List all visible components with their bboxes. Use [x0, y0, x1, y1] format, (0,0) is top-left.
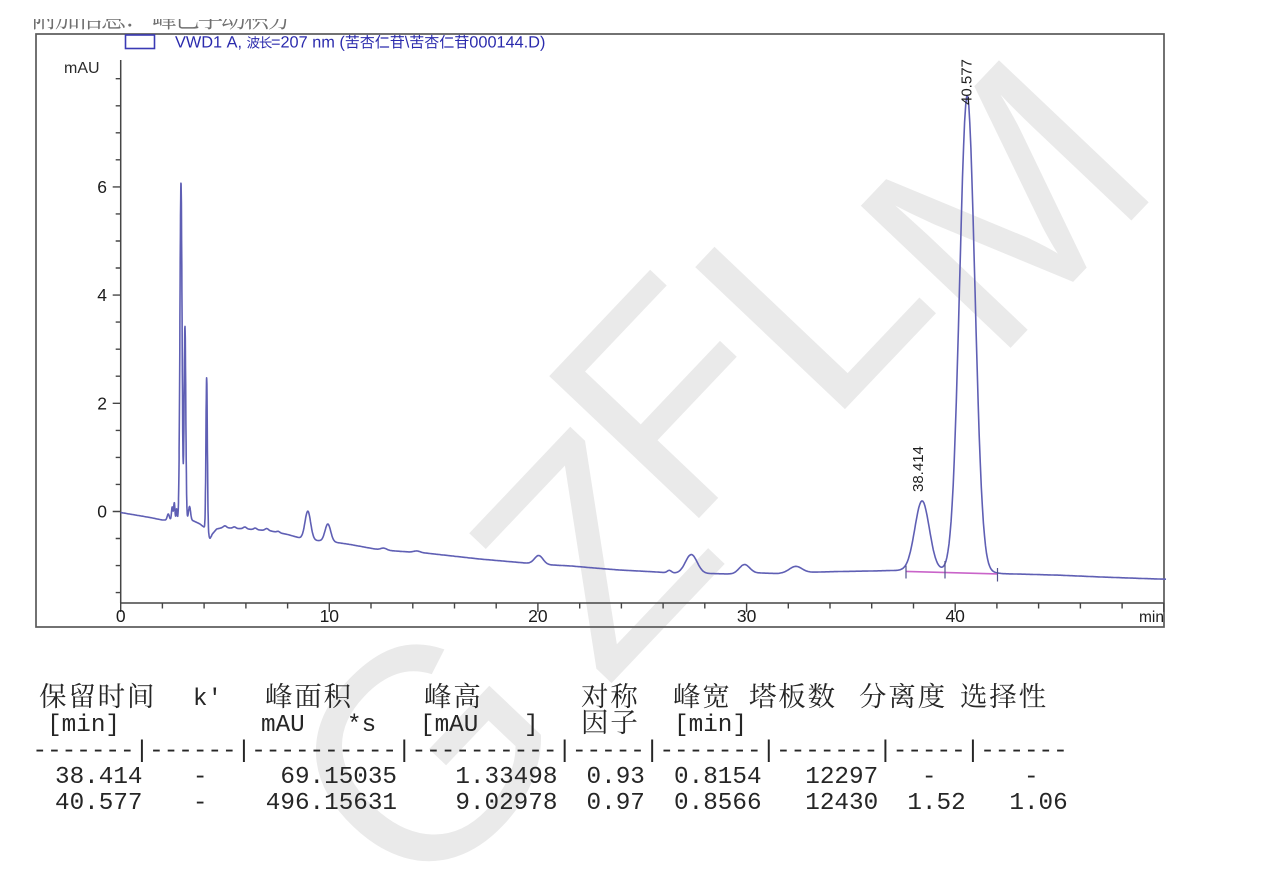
svg-text:40.577: 40.577 [959, 59, 976, 105]
svg-text:- 496.15631 9.02978 0.9: - 496.15631 9.02978 0.97 0.8566 12430 1.… [33, 790, 1068, 817]
svg-text:*s: *s [347, 712, 376, 739]
svg-text:[min]: [min] [min] [33, 712, 747, 739]
svg-text:-------|------|----------|----: -------|------|----------|----------|---… [33, 738, 1068, 765]
svg-text:]: ] [524, 712, 539, 739]
svg-text:40.577: 40.577 [55, 790, 142, 817]
svg-text:2: 2 [97, 393, 107, 413]
svg-text:0: 0 [97, 502, 107, 522]
svg-text:[mAU: [mAU [420, 712, 478, 739]
svg-text:k': k' [33, 686, 223, 713]
svg-text:20: 20 [528, 606, 548, 626]
svg-text:10: 10 [320, 606, 340, 626]
svg-text:mAU: mAU [64, 60, 100, 77]
svg-text:mAU: mAU [261, 712, 305, 739]
svg-text:min: min [1139, 609, 1164, 626]
svg-text:38.414: 38.414 [55, 764, 142, 791]
svg-text:- 69.15035 1.33498 0.9: - 69.15035 1.33498 0.93 0.8154 12297 - - [33, 764, 1039, 791]
svg-text:4: 4 [97, 285, 107, 305]
svg-text:30: 30 [737, 606, 757, 626]
svg-text:0: 0 [116, 606, 126, 626]
svg-text:40: 40 [945, 606, 965, 626]
svg-text:6: 6 [97, 177, 107, 197]
svg-text:38.414: 38.414 [910, 446, 927, 492]
